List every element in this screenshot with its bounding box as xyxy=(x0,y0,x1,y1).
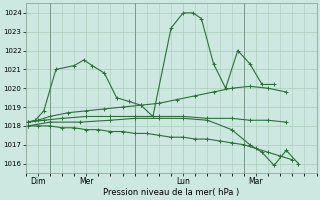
X-axis label: Pression niveau de la mer( hPa ): Pression niveau de la mer( hPa ) xyxy=(103,188,239,197)
